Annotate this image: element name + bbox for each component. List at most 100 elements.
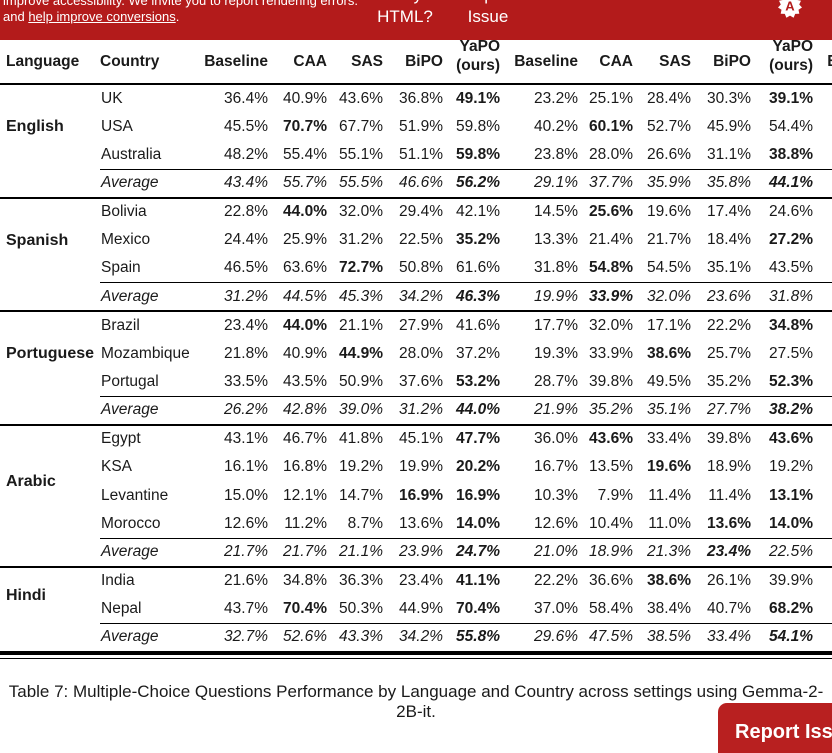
value-cell: 35.2% — [707, 372, 751, 390]
table-row: Spanish Bolivia 22.8% 44.0% 32.0% 29.4% 42.1% 1… — [0, 198, 832, 248]
value-cell: 50.3% — [339, 599, 383, 617]
value-cell: 23.9% — [383, 537, 443, 568]
table-bottom-rule-thick — [0, 652, 832, 655]
value-cell: 53.2% — [456, 372, 500, 390]
value-cell: 25.6% — [589, 203, 633, 221]
country-cell: Spain — [101, 259, 141, 277]
column-header: YaPO (ours) — [443, 40, 500, 85]
value-cell: 47.7% — [456, 430, 500, 448]
value-cell: 39.0% — [327, 395, 383, 426]
clipped-cell — [813, 537, 832, 568]
improve-conversions-link[interactable]: help improve conversions — [28, 8, 176, 24]
value-cell: 43.5% — [769, 259, 813, 277]
nav-why-html-line1: Why — [377, 0, 433, 6]
value-cell: 52.6% — [268, 622, 327, 653]
value-cell: 33.9% — [589, 344, 633, 362]
table-header: Language Country Baseline CAA SAS BiPO YaPO (ou… — [0, 40, 832, 85]
value-cell: 63.6% — [283, 259, 327, 277]
value-cell: 12.6% — [224, 514, 268, 532]
column-header: CAA — [268, 40, 327, 85]
value-cell: 13.6% — [399, 514, 443, 532]
report-issue-button[interactable]: Report Issue — [718, 703, 832, 753]
table-row: USA 45.5% 70.7% 67.7% 51.9% 59.8% 40.2% 60.1% 52… — [0, 112, 832, 140]
value-cell: 31.2% — [339, 231, 383, 249]
nav-report-issue[interactable]: Report Issue — [462, 0, 513, 28]
value-cell: 16.8% — [283, 458, 327, 476]
value-cell: 33.5% — [224, 372, 268, 390]
value-cell: 13.6% — [707, 514, 751, 532]
nav-pdf[interactable]: PDF — [673, 0, 707, 6]
value-cell: 25.1% — [589, 89, 633, 107]
value-cell: 35.1% — [633, 395, 691, 426]
value-cell: 43.1% — [224, 430, 268, 448]
value-cell: 39.8% — [589, 372, 633, 390]
value-cell: 33.9% — [578, 282, 633, 313]
language-cell: English — [6, 118, 64, 136]
arxiv-accessibility-icon[interactable]: A — [778, 0, 802, 18]
clipped-cell — [813, 622, 832, 653]
value-cell: 22.2% — [534, 572, 578, 590]
value-cell: 46.5% — [224, 259, 268, 277]
value-cell: 38.5% — [633, 622, 691, 653]
value-cell: 31.2% — [200, 282, 268, 313]
value-cell: 38.6% — [647, 572, 691, 590]
value-cell: 19.3% — [534, 344, 578, 362]
svg-text:A: A — [785, 0, 795, 14]
value-cell: 59.8% — [456, 117, 500, 135]
clipped-cell — [813, 595, 832, 623]
value-cell: 16.9% — [456, 486, 500, 504]
value-cell: 21.1% — [327, 537, 383, 568]
value-cell: 27.7% — [691, 395, 751, 426]
value-cell: 19.9% — [500, 282, 578, 313]
value-cell: 31.8% — [534, 259, 578, 277]
column-header: SAS — [327, 40, 383, 85]
country-cell: Levantine — [101, 486, 169, 504]
value-cell: 44.0% — [443, 395, 500, 426]
value-cell: 61.6% — [456, 259, 500, 277]
value-cell: 16.9% — [399, 486, 443, 504]
value-cell: 40.2% — [534, 117, 578, 135]
value-cell: 47.5% — [578, 622, 633, 653]
table-row: Arabic Egypt 43.1% 46.7% 41.8% 45.1% 47.7% 36.0… — [0, 425, 832, 490]
value-cell: 41.6% — [456, 316, 500, 334]
value-cell: 17.1% — [647, 316, 691, 334]
language-cell: Hindi — [6, 586, 46, 604]
country-cell: UK — [101, 89, 123, 107]
column-header: YaPO (ours) — [751, 40, 813, 85]
value-cell: 33.4% — [647, 430, 691, 448]
value-cell: 32.0% — [589, 316, 633, 334]
nav-why-html[interactable]: Why HTML? — [377, 0, 433, 28]
table-row: English UK 36.4% 40.9% 43.6% 36.8% 49.1% 23.2% 2… — [0, 84, 832, 135]
value-cell: 45.1% — [399, 430, 443, 448]
value-cell: 60.1% — [589, 117, 633, 135]
value-cell: 13.5% — [589, 458, 633, 476]
value-cell: 70.7% — [283, 117, 327, 135]
column-header: Baseline — [813, 40, 832, 85]
value-cell: 44.0% — [283, 203, 327, 221]
value-cell: 34.2% — [383, 282, 443, 313]
nav-abstract[interactable]: Abstract — [562, 0, 624, 6]
value-cell: 39.1% — [769, 89, 813, 107]
value-cell: 12.1% — [283, 486, 327, 504]
column-header: BiPO — [691, 40, 751, 85]
table-row: Australia 48.2% 55.4% 55.1% 51.1% 59.8% 23.8% 2… — [0, 141, 832, 169]
value-cell: 22.5% — [399, 231, 443, 249]
table-bottom-rule-thin — [0, 657, 832, 659]
value-cell: 31.8% — [751, 282, 813, 313]
clipped-cell — [813, 340, 832, 368]
value-cell: 58.4% — [589, 599, 633, 617]
value-cell: 56.2% — [443, 168, 500, 199]
value-cell: 21.0% — [500, 537, 578, 568]
value-cell: 25.9% — [283, 231, 327, 249]
value-cell: 29.1% — [500, 168, 578, 199]
column-header: Baseline — [500, 40, 578, 85]
country-cell: USA — [101, 117, 133, 135]
value-cell: 36.6% — [589, 572, 633, 590]
value-cell: 13.1% — [769, 486, 813, 504]
value-cell: 31.1% — [707, 145, 751, 163]
results-table-container[interactable]: Language Country Baseline CAA SAS BiPO YaPO (ou… — [0, 40, 832, 659]
table-row: Nepal 43.7% 70.4% 50.3% 44.9% 70.4% 37.0% 58.4%… — [0, 595, 832, 623]
average-row: Average 21.7% 21.7% 21.1% 23.9% 24.7% 21.0% 18.… — [0, 537, 832, 568]
value-cell: 51.1% — [399, 145, 443, 163]
value-cell: 23.6% — [691, 282, 751, 313]
